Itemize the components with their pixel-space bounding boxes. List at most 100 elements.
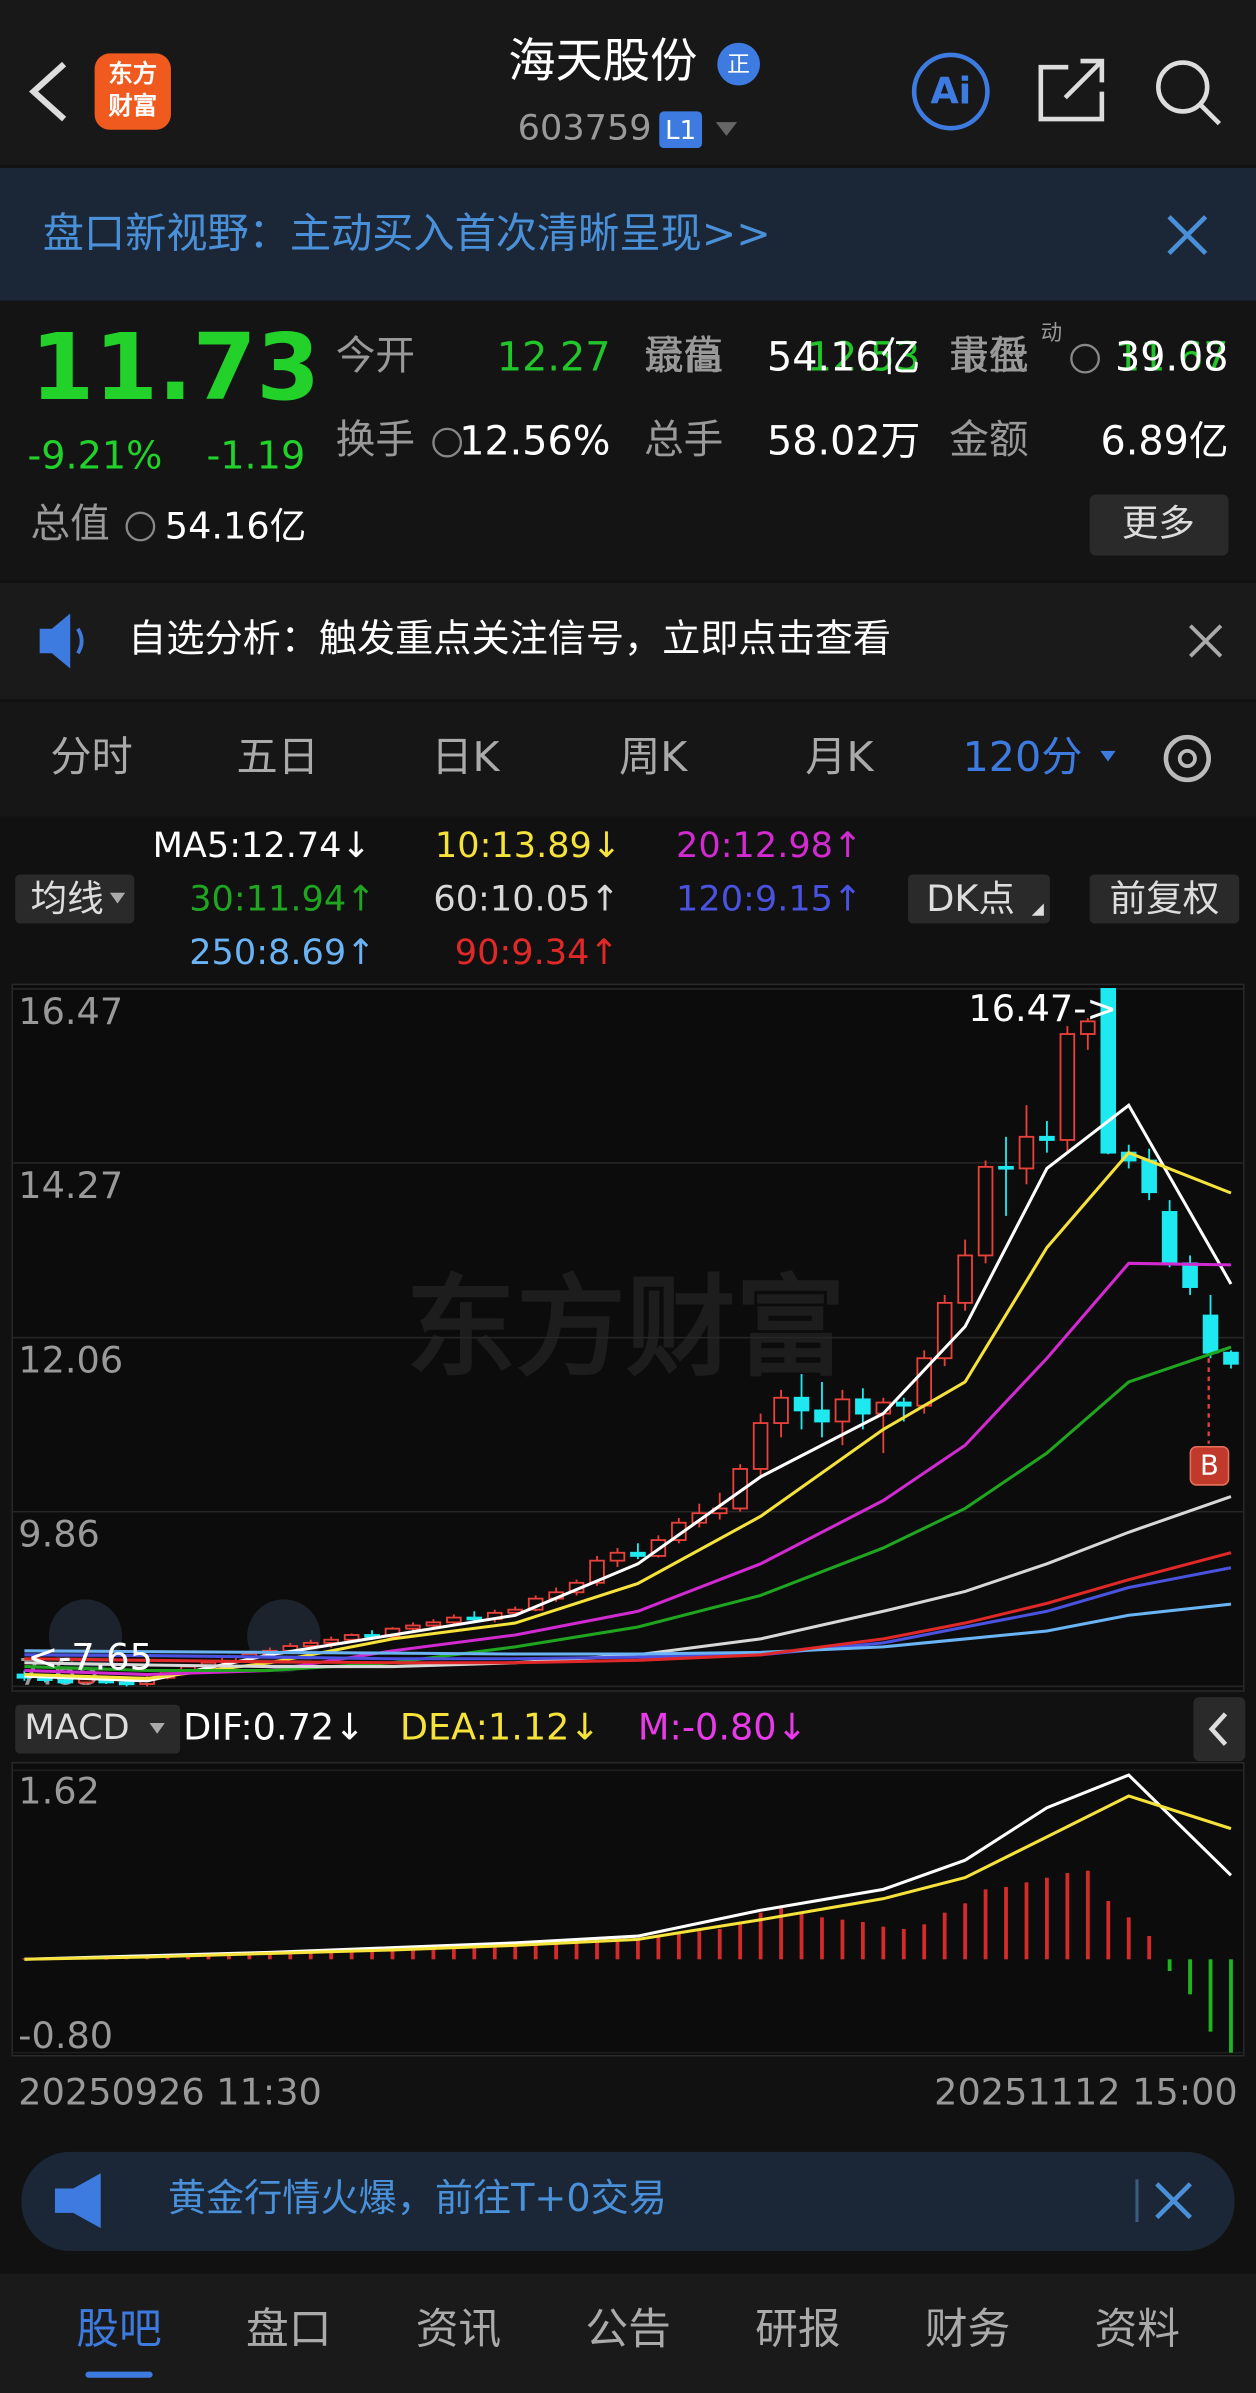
field-value: 54.16亿: [767, 335, 920, 381]
macd-bar: [942, 1912, 947, 1960]
nav-item[interactable]: 财务: [925, 2304, 1010, 2354]
candle-body: [57, 1679, 74, 1684]
field-value: 39.08: [1115, 335, 1229, 381]
candle-body: [466, 1616, 483, 1621]
share-button[interactable]: [1038, 58, 1105, 122]
dropdown-arrow[interactable]: [715, 122, 738, 136]
ma-line: [24, 1551, 1232, 1665]
app-logo: [94, 53, 171, 130]
macd-button-text: MACD: [24, 1707, 129, 1748]
tab[interactable]: 月K: [805, 733, 874, 781]
active-indicator: [85, 2371, 153, 2378]
collapse-arrow: [1208, 1712, 1228, 1746]
y-tick-label: -0.80: [18, 2014, 113, 2057]
macd-bar: [329, 1949, 334, 1960]
candle-body: [1141, 1159, 1157, 1194]
quote-panel: [0, 300, 1256, 580]
macd-bar: [1147, 1935, 1152, 1960]
search-button[interactable]: [1156, 60, 1210, 114]
y-tick-label: 16.47: [18, 990, 123, 1033]
tab[interactable]: 120分: [963, 733, 1083, 781]
signal-text: B: [1200, 1451, 1219, 1482]
macd-bar: [1229, 1959, 1233, 2053]
candle-body: [1018, 1135, 1035, 1170]
candle-body: [895, 1401, 912, 1407]
y-tick-label: 12.06: [18, 1339, 123, 1382]
tab[interactable]: 分时: [50, 733, 132, 781]
nav-item[interactable]: 研报: [755, 2304, 840, 2354]
close-button[interactable]: [1189, 624, 1223, 658]
macd-bar: [411, 1947, 415, 1960]
macd-button[interactable]: [15, 1704, 181, 1754]
macd-bar: [922, 1924, 927, 1960]
close-button[interactable]: [1167, 215, 1208, 255]
macd-bar: [738, 1921, 743, 1960]
nav-item[interactable]: 股吧: [76, 2304, 161, 2354]
badge: [717, 42, 761, 86]
tab[interactable]: 周K: [619, 733, 688, 781]
adjust-button[interactable]: [1089, 874, 1240, 924]
macd-bar: [349, 1948, 354, 1960]
signal-badge[interactable]: [1189, 1446, 1230, 1486]
dk-button[interactable]: [908, 874, 1050, 924]
nav-item[interactable]: 资料: [1095, 2304, 1180, 2354]
tab[interactable]: 日K: [431, 733, 500, 781]
ma-legend: 60:10.05↑: [433, 878, 619, 919]
back-button[interactable]: [29, 61, 67, 122]
ma-legend: 20:12.98↑: [676, 825, 862, 866]
ma-legend: 10:13.89↓: [435, 825, 621, 866]
nav-item[interactable]: 公告: [585, 2304, 670, 2354]
ai-button[interactable]: [911, 52, 990, 131]
macd-panel: [11, 1761, 1245, 2057]
ma-line: [24, 1566, 1232, 1661]
ma-line: [24, 1102, 1233, 1683]
ma-line: [24, 1495, 1232, 1669]
gear-hub: [1177, 748, 1197, 769]
ma-arrow: [109, 892, 126, 904]
ma-button-text: 均线: [31, 877, 104, 920]
low-annotation: <-7.65: [27, 1635, 152, 1678]
ad-text: 黄金行情火爆，前往T+0交易: [168, 2176, 667, 2220]
megaphone-icon: [54, 2173, 101, 2229]
macd-bar: [165, 1956, 170, 1960]
macd-bar: [717, 1928, 722, 1960]
collapse-button[interactable]: [1193, 1697, 1246, 1762]
macd-bar: [1024, 1882, 1029, 1960]
ma-button[interactable]: [15, 874, 135, 924]
macd-bar: [574, 1940, 579, 1960]
macd-bar: [390, 1947, 395, 1960]
field-label: 市盈: [949, 333, 1028, 379]
settings-icon[interactable]: [1163, 734, 1211, 783]
high-annotation: 16.47->: [968, 987, 1117, 1030]
info-icon[interactable]: [432, 427, 463, 458]
nav-item[interactable]: 资讯: [416, 2304, 501, 2354]
ma-legend: 120:9.15↑: [676, 878, 862, 919]
field-label: 最低: [949, 333, 1028, 379]
macd-bar: [533, 1942, 538, 1960]
tab[interactable]: 五日: [237, 733, 319, 781]
x-tick-label: 20251112 15:00: [934, 2070, 1237, 2113]
speaker-wave: [76, 627, 84, 655]
more-button[interactable]: [1089, 494, 1229, 556]
field-label: 流值: [644, 333, 723, 379]
macd-bar: [820, 1917, 824, 1960]
macd-bar: [247, 1952, 252, 1960]
info-icon[interactable]: [1070, 343, 1100, 374]
nav-item[interactable]: 盘口: [246, 2304, 331, 2354]
macd-bar: [779, 1905, 783, 1960]
info-icon[interactable]: [125, 511, 156, 542]
macd-bar: [881, 1926, 886, 1960]
top-bar: [0, 0, 1256, 165]
macd-bar: [206, 1954, 211, 1960]
macd-bar: [227, 1953, 231, 1960]
ad-banner[interactable]: [21, 2151, 1235, 2252]
notice-bar[interactable]: [0, 582, 1256, 699]
macd-bar: [963, 1903, 968, 1960]
close-button[interactable]: [1155, 2182, 1192, 2220]
candle-body: [1182, 1262, 1198, 1288]
candle-body: [1202, 1314, 1219, 1354]
candle-body: [1100, 988, 1117, 1154]
promo-banner[interactable]: [0, 167, 1256, 301]
candle-body: [405, 1624, 421, 1630]
